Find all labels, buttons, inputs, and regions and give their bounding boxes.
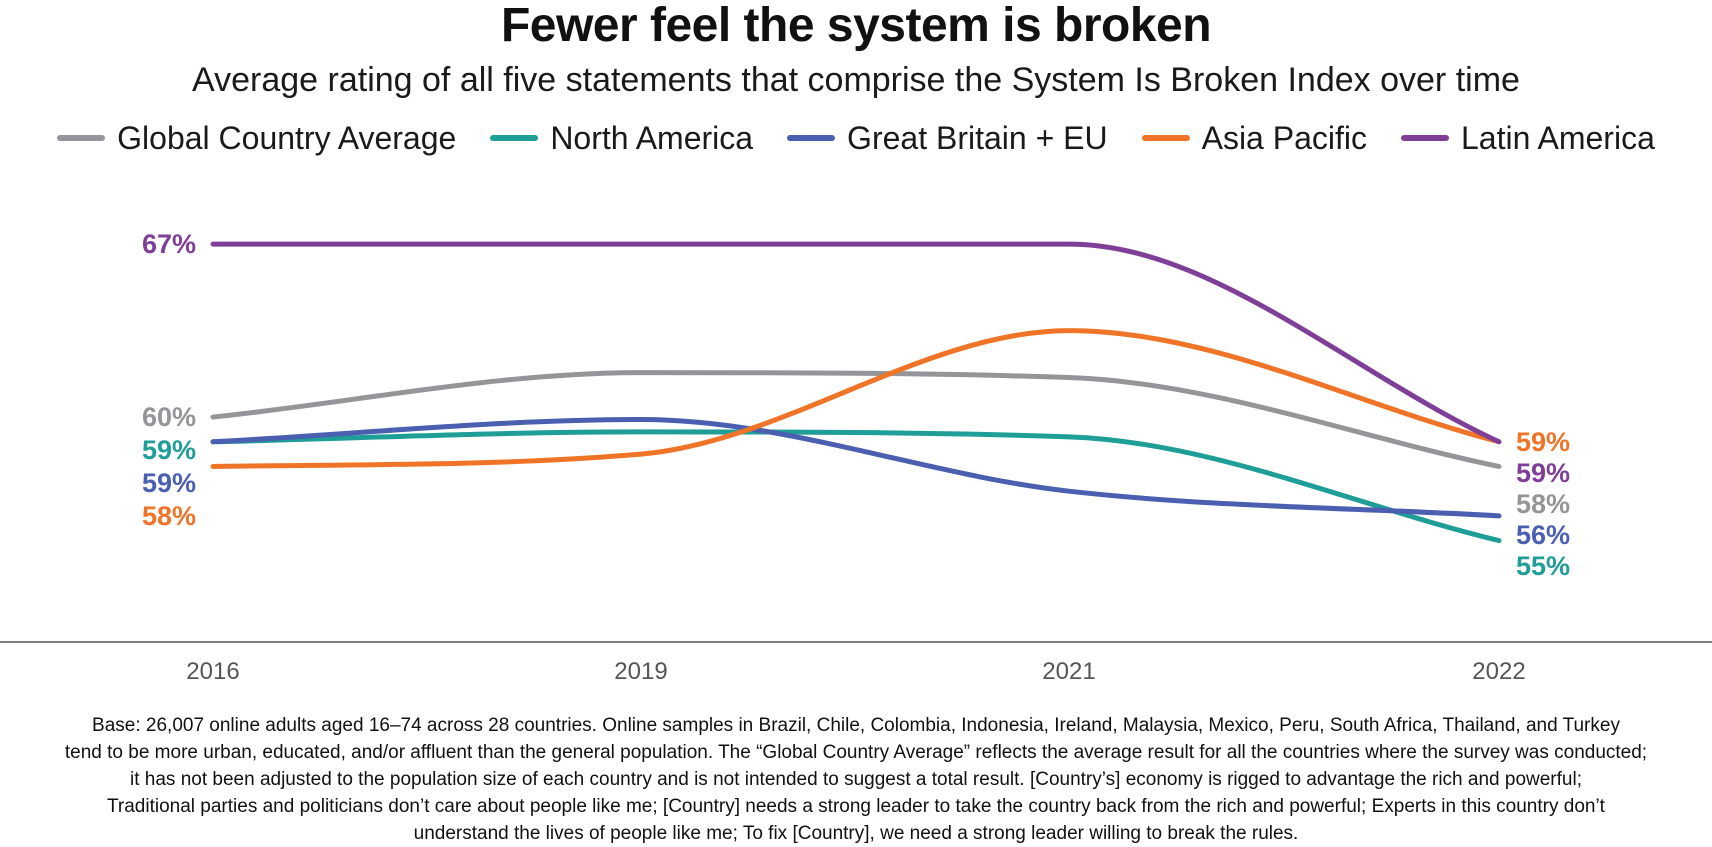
legend-label: Asia Pacific [1201,119,1367,156]
series-line [210,429,1502,544]
data-label: 59% [1516,427,1570,457]
data-label: 58% [1516,489,1570,519]
data-label: 59% [142,468,196,498]
data-label: 55% [1516,551,1570,581]
data-labels: 67%60%59%59%58%59%59%58%56%55% [142,229,1570,581]
legend-label: North America [550,119,754,156]
x-tick-label: 2019 [614,658,667,685]
footnote-line: understand the lives of people like me; … [413,823,1299,844]
legend-item: Global Country Average [57,120,456,157]
data-label: 59% [142,435,196,465]
series-line [210,328,1502,469]
chart-subtitle: Average rating of all five statements th… [192,61,1520,99]
legend-swatch [490,135,539,141]
footnote-line: it has not been adjusted to the populati… [130,769,1582,790]
legend-label: Global Country Average [117,119,457,156]
legend-label: Great Britain + EU [847,119,1108,156]
series-line [210,370,1502,469]
data-label: 56% [1516,520,1570,550]
x-tick-label: 2021 [1042,658,1095,685]
footnote-line: Base: 26,007 online adults aged 16–74 ac… [92,715,1620,736]
legend-swatch [57,135,106,141]
legend-label: Latin America [1460,119,1655,156]
data-label: 59% [1516,458,1570,488]
legend-item: Great Britain + EU [787,120,1108,157]
legend-item: Asia Pacific [1141,119,1367,157]
line-chart: 67%60%59%59%58%59%59%58%56%55% 2016 2019 2… [0,229,1712,685]
x-axis-ticks: 2016 2019 2021 2022 [186,658,1525,685]
x-tick-label: 2016 [186,658,239,685]
data-label: 67% [142,229,196,259]
chart-title: Fewer feel the system is broken [500,0,1212,52]
legend-swatch [787,135,836,141]
data-label: 60% [142,402,196,432]
series-line [210,241,1502,445]
footnote-line: Traditional parties and politicians don’… [107,796,1605,817]
series-line [210,417,1502,519]
x-tick-label: 2022 [1472,658,1525,685]
legend-item: North America [490,120,753,157]
footnote: Base: 26,007 online adults aged 16–74 ac… [20,712,1692,847]
legend-item: Latin America [1400,119,1655,157]
data-label: 58% [142,501,196,531]
footnote-line: tend to be more urban, educated, and/or … [64,742,1648,763]
legend-swatch [1141,135,1190,141]
legend-swatch [1400,135,1449,141]
series-lines [210,241,1502,544]
legend: Global Country Average North America Great… [0,118,1712,158]
